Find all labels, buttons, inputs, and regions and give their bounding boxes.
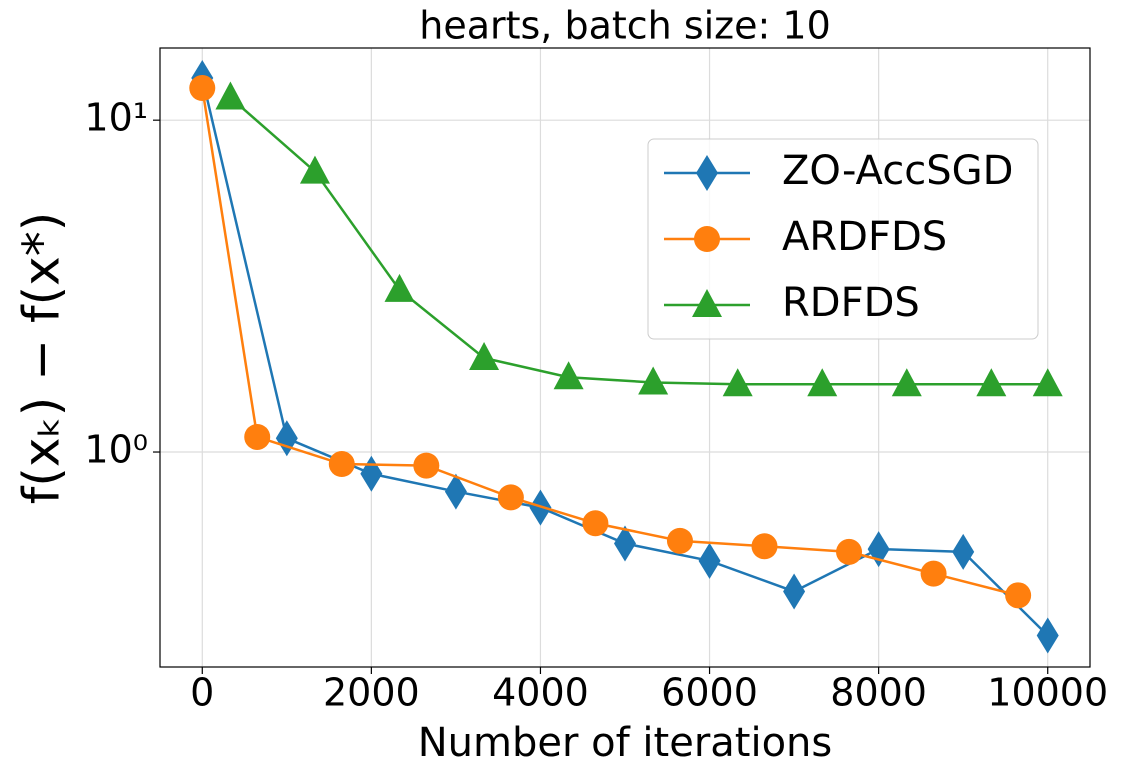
- marker: [469, 342, 500, 371]
- marker: [582, 510, 609, 537]
- legend-label: ARDFDS: [782, 214, 947, 260]
- legend-label: ZO-AccSGD: [782, 148, 1013, 194]
- marker: [920, 560, 947, 587]
- marker: [244, 423, 271, 450]
- marker: [497, 484, 524, 511]
- y-axis-label: f(xₖ) − f(x*): [13, 212, 71, 504]
- chart-title: hearts, batch size: 10: [419, 4, 831, 48]
- x-tick-label: 10000: [987, 671, 1108, 715]
- x-tick-label: 8000: [830, 671, 927, 715]
- y-tick-label: 10⁰: [84, 428, 148, 472]
- legend-marker: [694, 226, 720, 252]
- marker: [698, 542, 721, 579]
- marker: [384, 273, 415, 302]
- legend-marker: [696, 155, 718, 191]
- x-tick-label: 4000: [492, 671, 589, 715]
- marker: [275, 420, 298, 457]
- series: [189, 75, 1032, 609]
- x-axis-label: Number of iterations: [418, 720, 833, 766]
- marker: [783, 573, 806, 610]
- marker: [952, 533, 975, 570]
- marker: [638, 366, 669, 395]
- marker: [1032, 368, 1063, 397]
- marker: [891, 368, 922, 397]
- marker: [299, 155, 330, 184]
- marker: [722, 368, 753, 397]
- marker: [666, 527, 693, 554]
- x-tick-label: 0: [190, 671, 214, 715]
- y-tick-label: 10¹: [84, 96, 148, 140]
- marker: [614, 525, 636, 562]
- x-tick-label: 2000: [323, 671, 420, 715]
- marker: [836, 538, 863, 565]
- series: [215, 81, 1063, 397]
- legend-label: RDFDS: [782, 280, 920, 326]
- marker: [1036, 617, 1059, 654]
- marker: [553, 361, 584, 390]
- x-tick-label: 6000: [661, 671, 758, 715]
- legend-box: [647, 138, 1039, 340]
- legend-marker: [692, 289, 722, 317]
- marker: [189, 75, 216, 102]
- marker: [215, 81, 246, 110]
- marker: [807, 368, 838, 397]
- marker: [751, 533, 778, 560]
- marker: [413, 452, 440, 479]
- marker: [360, 455, 383, 492]
- marker: [976, 368, 1007, 397]
- marker: [1005, 582, 1032, 609]
- marker: [444, 473, 467, 510]
- plot-frame: [159, 47, 1091, 668]
- marker: [328, 451, 355, 478]
